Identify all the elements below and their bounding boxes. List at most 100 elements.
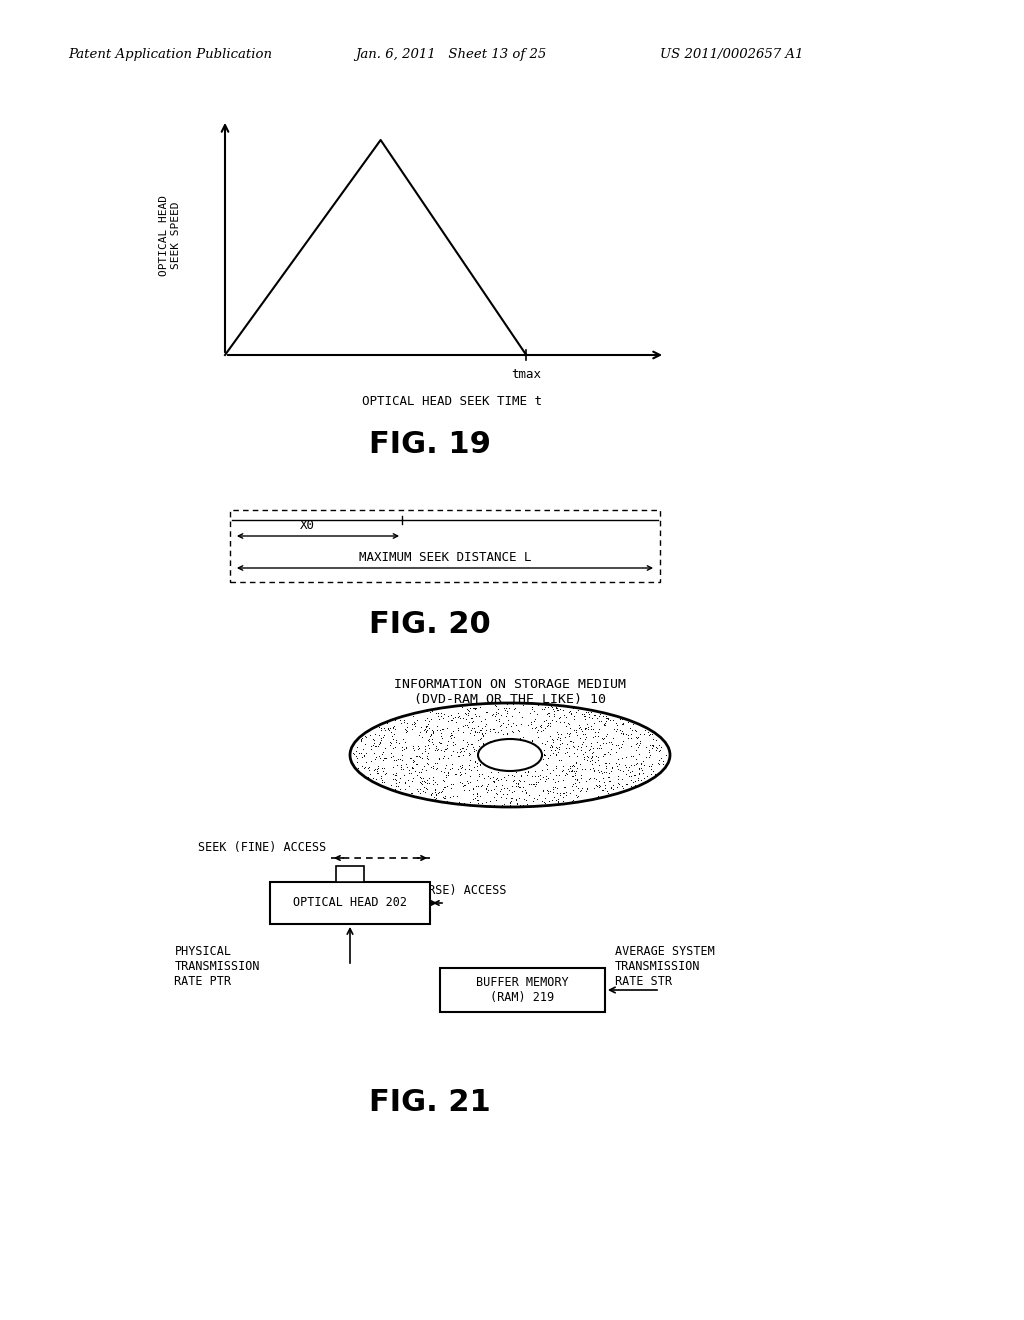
Point xyxy=(559,733,575,754)
Point xyxy=(639,766,655,787)
Point xyxy=(388,731,404,752)
Point xyxy=(463,719,479,741)
Point xyxy=(505,694,521,715)
Point xyxy=(490,721,507,742)
Point xyxy=(510,774,526,795)
Point xyxy=(577,706,593,727)
Point xyxy=(555,783,571,804)
Point xyxy=(398,713,415,734)
Point xyxy=(453,763,469,784)
Point xyxy=(500,709,516,730)
Point xyxy=(424,719,440,741)
Point xyxy=(485,787,502,808)
Point xyxy=(544,697,560,718)
Point xyxy=(369,746,385,767)
Point xyxy=(579,750,595,771)
Point xyxy=(542,737,558,758)
Point xyxy=(526,775,543,796)
Point xyxy=(430,738,446,759)
Point xyxy=(529,719,546,741)
Point xyxy=(383,733,399,754)
Point xyxy=(569,746,586,767)
Point xyxy=(548,764,564,785)
Point xyxy=(404,705,421,726)
Point xyxy=(610,738,627,759)
Point xyxy=(466,718,482,739)
Point xyxy=(485,766,502,787)
Point xyxy=(469,770,485,791)
Point xyxy=(558,781,574,803)
Point xyxy=(623,776,639,797)
Point xyxy=(608,741,625,762)
Point xyxy=(585,742,601,763)
Point xyxy=(383,722,399,743)
Point xyxy=(397,772,414,793)
Point xyxy=(508,714,524,735)
Text: FIG. 19: FIG. 19 xyxy=(369,430,490,459)
Point xyxy=(572,727,589,748)
Point xyxy=(632,733,648,754)
Point xyxy=(574,743,591,764)
Point xyxy=(479,775,496,796)
Point xyxy=(617,756,634,777)
Point xyxy=(360,758,377,779)
Point xyxy=(631,763,647,784)
Point xyxy=(442,725,459,746)
Point xyxy=(460,700,476,721)
Point xyxy=(548,697,564,718)
Point xyxy=(375,741,391,762)
Point xyxy=(369,762,385,783)
Point xyxy=(487,789,504,810)
Point xyxy=(416,776,432,797)
Point xyxy=(613,775,630,796)
Point xyxy=(531,715,548,737)
Point xyxy=(514,706,530,727)
Point xyxy=(359,766,376,787)
Point xyxy=(584,788,600,809)
Point xyxy=(632,731,648,752)
Point xyxy=(522,702,539,723)
Point xyxy=(642,735,658,756)
Point xyxy=(353,743,370,764)
Point xyxy=(411,738,427,759)
Point xyxy=(460,717,476,738)
Point xyxy=(598,755,614,776)
Point xyxy=(404,767,421,788)
Point xyxy=(539,780,555,801)
Point xyxy=(396,718,413,739)
Point xyxy=(549,783,565,804)
Point xyxy=(466,725,482,746)
Point xyxy=(499,702,515,723)
Point xyxy=(457,759,473,780)
Point xyxy=(472,727,488,748)
Text: Jan. 6, 2011   Sheet 13 of 25: Jan. 6, 2011 Sheet 13 of 25 xyxy=(355,48,546,61)
Point xyxy=(420,735,436,756)
Point xyxy=(560,713,577,734)
Point xyxy=(523,731,540,752)
Point xyxy=(550,771,566,792)
Point xyxy=(487,704,504,725)
Point xyxy=(499,701,515,722)
Point xyxy=(465,779,481,800)
Point xyxy=(470,775,486,796)
Point xyxy=(414,717,430,738)
Point xyxy=(609,748,626,770)
Point xyxy=(520,714,537,735)
Point xyxy=(603,776,620,797)
Point xyxy=(572,739,589,760)
Point xyxy=(579,771,595,792)
Point xyxy=(537,733,553,754)
Point xyxy=(350,743,367,764)
Point xyxy=(403,713,420,734)
Point xyxy=(545,698,561,719)
Point xyxy=(437,785,454,807)
Point xyxy=(463,708,479,729)
Point xyxy=(452,742,468,763)
Point xyxy=(534,721,550,742)
Point xyxy=(415,768,431,789)
Point xyxy=(464,708,480,729)
Point xyxy=(490,702,507,723)
Point xyxy=(478,792,495,813)
Point xyxy=(477,715,494,737)
Point xyxy=(413,772,429,793)
